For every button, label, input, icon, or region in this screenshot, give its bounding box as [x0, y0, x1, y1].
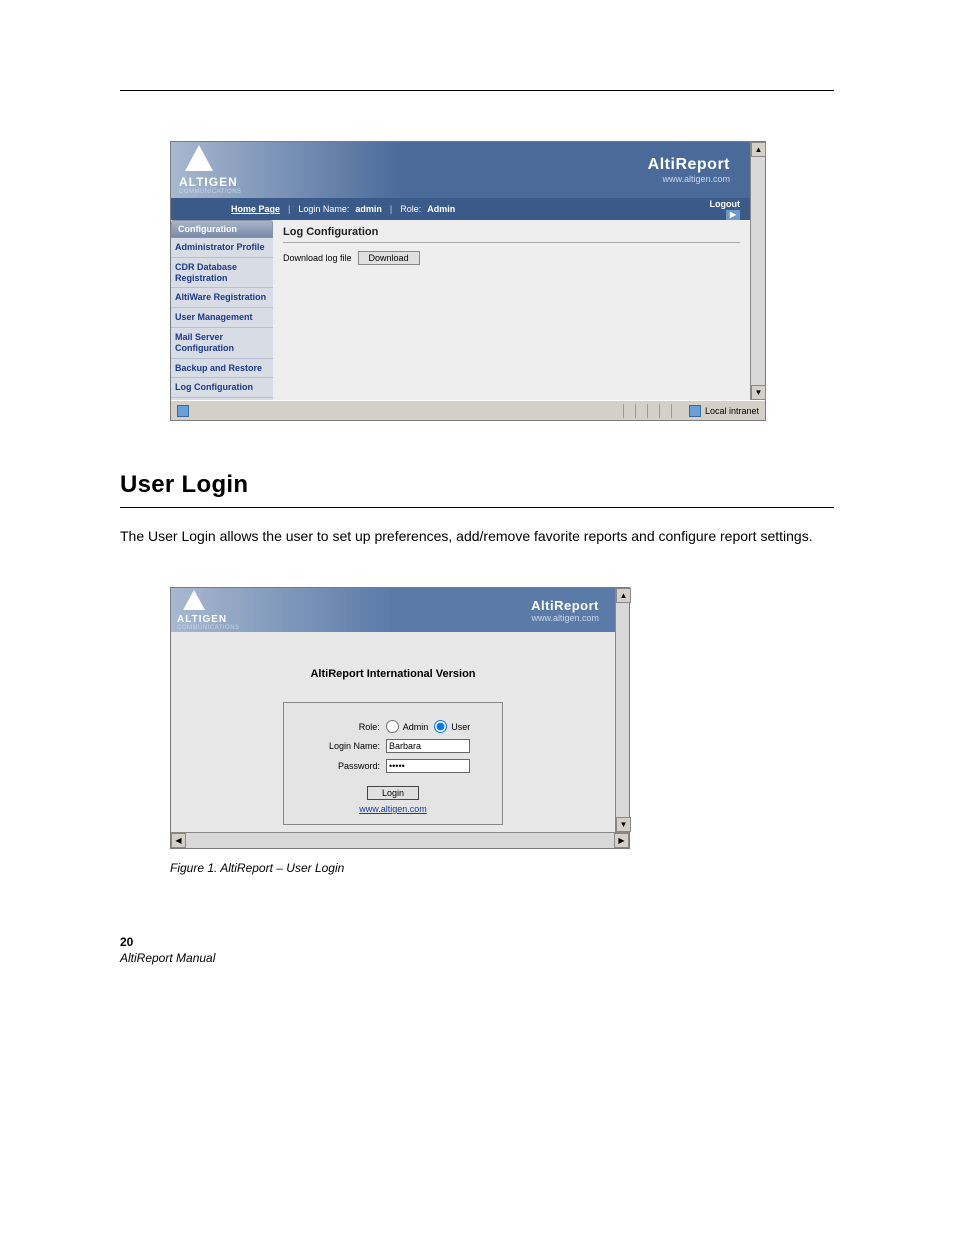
- section-rule: [120, 507, 834, 508]
- scroll-down-icon[interactable]: ▼: [616, 817, 631, 832]
- logout-arrow-icon[interactable]: ▶: [726, 210, 740, 220]
- login-name-input[interactable]: [386, 739, 470, 753]
- separator: |: [288, 204, 290, 214]
- logo-triangle-icon: [183, 590, 205, 610]
- horizontal-scrollbar[interactable]: ◀ ▶: [171, 832, 629, 848]
- app-header: ALTIGEN COMMUNICATIONS AltiReport www.al…: [171, 142, 750, 198]
- site-link[interactable]: www.altigen.com: [359, 804, 427, 814]
- sidebar-item-backup-restore[interactable]: Backup and Restore: [171, 359, 273, 379]
- brand-title: AltiReport: [531, 598, 599, 613]
- sidebar-item-mail-server[interactable]: Mail Server Configuration: [171, 328, 273, 359]
- sidebar-item-altiware-reg[interactable]: AltiWare Registration: [171, 288, 273, 308]
- radio-user[interactable]: [434, 720, 447, 733]
- content-title: Log Configuration: [283, 226, 740, 243]
- login-main: AltiReport International Version Role: A…: [171, 632, 615, 832]
- sidebar-item-user-mgmt[interactable]: User Management: [171, 308, 273, 328]
- section-heading: User Login: [120, 471, 834, 499]
- brand-block: AltiReport www.altigen.com: [531, 598, 599, 623]
- scroll-track[interactable]: [186, 833, 614, 848]
- brand-title: AltiReport: [648, 156, 730, 174]
- login-button[interactable]: Login: [367, 786, 419, 800]
- scroll-track[interactable]: [616, 603, 629, 817]
- logo-subtext: COMMUNICATIONS: [177, 625, 240, 631]
- download-button[interactable]: Download: [358, 251, 420, 265]
- logout-block[interactable]: Logout ▶: [710, 199, 741, 220]
- radio-user-label: User: [451, 722, 470, 732]
- login-name-label: Login Name:: [298, 204, 349, 214]
- scroll-down-icon[interactable]: ▼: [751, 385, 766, 400]
- role-label: Role:: [316, 722, 380, 732]
- screenshot-user-login: ▲ ▼ ALTIGEN COMMUNICATIONS AltiReport ww…: [170, 587, 630, 849]
- separator: |: [390, 204, 392, 214]
- role-row: Role: Admin User: [316, 720, 471, 733]
- scroll-up-icon[interactable]: ▲: [751, 142, 766, 157]
- nav-left: Home Page | Login Name: admin | Role: Ad…: [231, 204, 455, 214]
- logo-subtext: COMMUNICATIONS: [179, 189, 242, 195]
- download-label: Download log file: [283, 253, 352, 263]
- zone-icon: [689, 405, 701, 417]
- sidebar-tab[interactable]: Configuration: [171, 220, 273, 238]
- sidebar: Configuration Administrator Profile CDR …: [171, 220, 273, 400]
- top-rule: [120, 90, 834, 91]
- sidebar-item-admin-profile[interactable]: Administrator Profile: [171, 238, 273, 258]
- brand-url: www.altigen.com: [531, 613, 599, 623]
- logo-text: ALTIGEN: [179, 175, 242, 189]
- home-link[interactable]: Home Page: [231, 204, 280, 214]
- vertical-scrollbar[interactable]: ▲ ▼: [750, 142, 765, 400]
- password-row: Password:: [316, 759, 470, 773]
- screenshot-admin-log-config: ▲ ▼ ALTIGEN COMMUNICATIONS AltiReport ww…: [170, 141, 766, 421]
- login-name-label: Login Name:: [316, 741, 380, 751]
- radio-admin[interactable]: [386, 720, 399, 733]
- sidebar-item-log-config[interactable]: Log Configuration: [171, 378, 273, 398]
- login-form: Role: Admin User Login Name: Password: L…: [283, 702, 503, 825]
- login-name-row: Login Name:: [316, 739, 470, 753]
- nav-bar: Home Page | Login Name: admin | Role: Ad…: [171, 198, 750, 220]
- login-name-value: admin: [355, 204, 382, 214]
- logo-triangle-icon: [185, 145, 213, 171]
- brand-block: AltiReport www.altigen.com: [648, 156, 730, 184]
- status-right: Local intranet: [689, 405, 759, 417]
- logo-block: ALTIGEN COMMUNICATIONS: [177, 590, 240, 631]
- status-segments: [623, 404, 683, 418]
- ie-page-icon: [177, 405, 189, 417]
- status-left: [177, 405, 189, 417]
- figure-caption: Figure 1. AltiReport – User Login: [170, 861, 954, 875]
- scroll-up-icon[interactable]: ▲: [616, 588, 631, 603]
- brand-url: www.altigen.com: [648, 174, 730, 184]
- scroll-right-icon[interactable]: ▶: [614, 833, 629, 848]
- role-user-radio[interactable]: User: [434, 720, 470, 733]
- radio-admin-label: Admin: [403, 722, 429, 732]
- sidebar-item-cdr-db[interactable]: CDR Database Registration: [171, 258, 273, 289]
- page-number: 20: [120, 935, 954, 949]
- app-header: ALTIGEN COMMUNICATIONS AltiReport www.al…: [171, 588, 615, 632]
- role-value: Admin: [427, 204, 455, 214]
- logo-text: ALTIGEN: [177, 614, 240, 625]
- vertical-scrollbar[interactable]: ▲ ▼: [615, 588, 629, 832]
- role-label: Role:: [400, 204, 421, 214]
- status-bar: Local intranet: [171, 400, 765, 420]
- zone-text: Local intranet: [705, 406, 759, 416]
- logo-block: ALTIGEN COMMUNICATIONS: [179, 145, 242, 195]
- page-title: AltiReport International Version: [310, 668, 475, 680]
- scroll-track[interactable]: [751, 157, 765, 385]
- scroll-left-icon[interactable]: ◀: [171, 833, 186, 848]
- content-panel: Log Configuration Download log file Down…: [273, 220, 750, 400]
- footer-text: AltiReport Manual: [120, 951, 954, 965]
- role-admin-radio[interactable]: Admin: [386, 720, 429, 733]
- password-input[interactable]: [386, 759, 470, 773]
- logout-label[interactable]: Logout: [710, 199, 741, 209]
- section-body: The User Login allows the user to set up…: [120, 526, 834, 547]
- body-area: Configuration Administrator Profile CDR …: [171, 220, 750, 400]
- password-label: Password:: [316, 761, 380, 771]
- download-row: Download log file Download: [283, 251, 740, 265]
